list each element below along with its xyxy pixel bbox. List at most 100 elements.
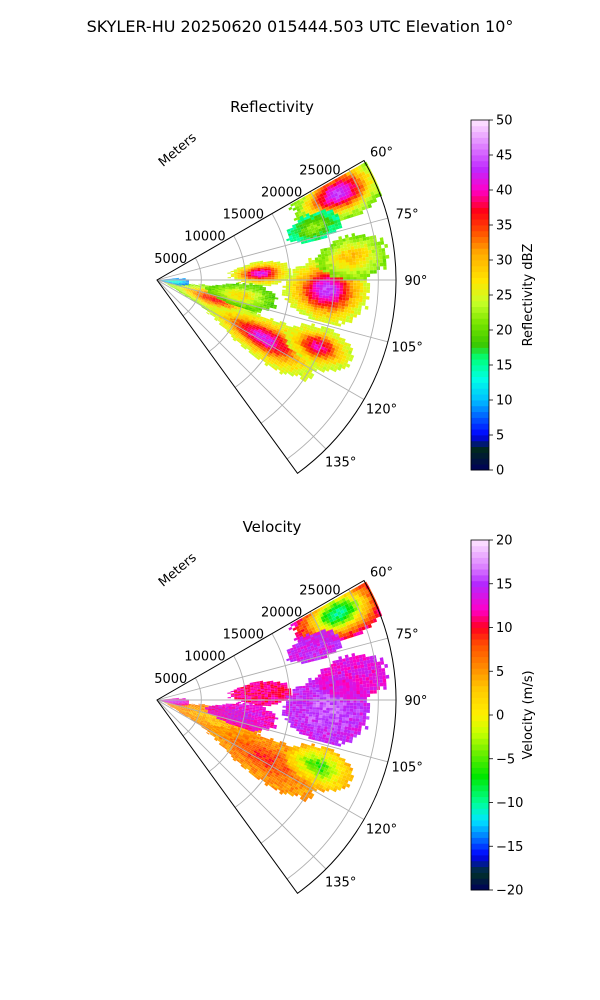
radar-gate xyxy=(175,284,179,286)
radar-gate xyxy=(234,292,239,295)
radar-gate xyxy=(347,627,352,632)
radar-gate xyxy=(211,300,215,303)
radar-gate xyxy=(311,647,315,652)
radar-gate xyxy=(341,676,346,680)
radar-gate xyxy=(261,697,265,700)
radar-gate xyxy=(304,342,309,346)
radar-gate xyxy=(339,685,343,689)
radar-gate xyxy=(234,693,238,695)
radar-gate xyxy=(185,280,189,281)
radar-gate xyxy=(300,369,305,374)
radar-gate xyxy=(315,289,320,293)
radar-gate xyxy=(235,334,239,338)
radar-gate xyxy=(339,268,344,272)
azimuth-gridline xyxy=(156,279,365,400)
radar-gate xyxy=(202,296,206,299)
radar-gate xyxy=(212,307,217,310)
radar-gate xyxy=(319,704,323,708)
radar-gate xyxy=(261,320,266,324)
radar-gate xyxy=(232,327,236,331)
radar-gate xyxy=(320,224,325,229)
colorbar-segment xyxy=(471,359,489,366)
radar-gate xyxy=(306,730,310,734)
radar-gate xyxy=(323,282,327,285)
radar-gate xyxy=(345,676,349,680)
radar-gate xyxy=(249,330,254,334)
radar-gate xyxy=(308,257,312,261)
radar-gate xyxy=(294,203,299,208)
radar-gate xyxy=(291,344,296,349)
radar-gate xyxy=(205,306,210,309)
radar-gate xyxy=(322,264,326,268)
radar-gate xyxy=(328,352,334,357)
radar-gate xyxy=(309,694,313,698)
radar-gate xyxy=(231,289,236,292)
radar-gate xyxy=(310,626,316,631)
radar-gate xyxy=(338,677,343,681)
radar-gate xyxy=(325,367,330,372)
radar-gate xyxy=(323,211,328,216)
radar-gate xyxy=(360,622,365,628)
radar-gate xyxy=(312,682,316,686)
radar-gate xyxy=(366,709,370,713)
radar-gate xyxy=(281,696,285,699)
radar-gate xyxy=(319,282,323,285)
radar-gate xyxy=(247,687,251,690)
radar-gate xyxy=(247,693,251,695)
radar-gate xyxy=(317,617,322,622)
radar-gate xyxy=(303,216,308,221)
radar-gate xyxy=(340,216,345,221)
radar-gate xyxy=(204,290,208,292)
radar-gate xyxy=(343,664,348,668)
radar-gate xyxy=(356,684,360,688)
radar-gate xyxy=(346,274,350,278)
radar-gate xyxy=(302,310,307,313)
radar-gate xyxy=(289,701,293,704)
radar-gate xyxy=(266,262,271,266)
radar-gate xyxy=(167,284,171,286)
echo-cell xyxy=(158,277,189,286)
radar-gate xyxy=(363,709,367,713)
radar-gate xyxy=(301,349,306,353)
radar-gate xyxy=(175,278,179,280)
radar-gate xyxy=(278,333,282,337)
radar-gate xyxy=(261,284,265,286)
radar-gate xyxy=(349,694,354,698)
radar-gate xyxy=(252,338,257,342)
radar-gate xyxy=(249,314,254,317)
radar-gate xyxy=(297,229,302,233)
radar-gate xyxy=(292,656,297,660)
radar-gate xyxy=(292,706,296,709)
radar-gate xyxy=(218,309,223,313)
radar-gate xyxy=(328,188,333,193)
radar-gate xyxy=(254,328,259,332)
radar-gate xyxy=(287,351,292,355)
reflectivity-panel: Reflectivity50001000015000200002500060°7… xyxy=(154,98,536,479)
radar-gate xyxy=(362,594,368,600)
radar-gate xyxy=(319,730,324,735)
radar-gate xyxy=(324,303,329,307)
radar-gate xyxy=(281,333,286,337)
radar-gate xyxy=(231,314,236,318)
radar-gate xyxy=(330,350,335,354)
radar-gate xyxy=(337,642,342,646)
radar-gate xyxy=(242,322,246,326)
radar-gate xyxy=(351,727,355,731)
radar-gate xyxy=(273,263,278,267)
radar-gate xyxy=(225,287,229,290)
radar-gate xyxy=(348,255,353,260)
radar-gate xyxy=(191,285,195,287)
radar-gate xyxy=(318,295,323,298)
radar-gate xyxy=(359,604,365,609)
radar-gate xyxy=(234,306,238,309)
radar-gate xyxy=(233,269,238,271)
radar-gate xyxy=(211,287,216,289)
radar-gate xyxy=(334,213,339,218)
radar-gate xyxy=(256,351,260,355)
radar-gate xyxy=(378,248,382,253)
radar-gate xyxy=(241,695,245,697)
radar-gate xyxy=(325,737,329,741)
radar-gate xyxy=(302,312,306,316)
radar-gate xyxy=(287,330,292,334)
radar-gate xyxy=(206,294,210,296)
